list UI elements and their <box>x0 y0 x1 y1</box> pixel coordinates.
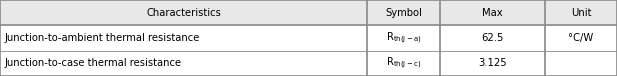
Text: $\mathregular{R_{{th(j-c)}}}$: $\mathregular{R_{{th(j-c)}}}$ <box>386 56 421 71</box>
Text: 3.125: 3.125 <box>478 58 507 68</box>
Text: Max: Max <box>482 8 503 18</box>
Text: °C/W: °C/W <box>568 33 594 43</box>
Text: Unit: Unit <box>571 8 591 18</box>
Text: Characteristics: Characteristics <box>146 8 221 18</box>
Bar <box>0 0 617 25</box>
Text: Junction-to-case thermal resistance: Junction-to-case thermal resistance <box>5 58 182 68</box>
Text: Symbol: Symbol <box>385 8 422 18</box>
Text: $\mathregular{R_{{th(j-a)}}}$: $\mathregular{R_{{th(j-a)}}}$ <box>386 30 421 46</box>
Text: Junction-to-ambient thermal resistance: Junction-to-ambient thermal resistance <box>5 33 201 43</box>
Text: 62.5: 62.5 <box>481 33 503 43</box>
